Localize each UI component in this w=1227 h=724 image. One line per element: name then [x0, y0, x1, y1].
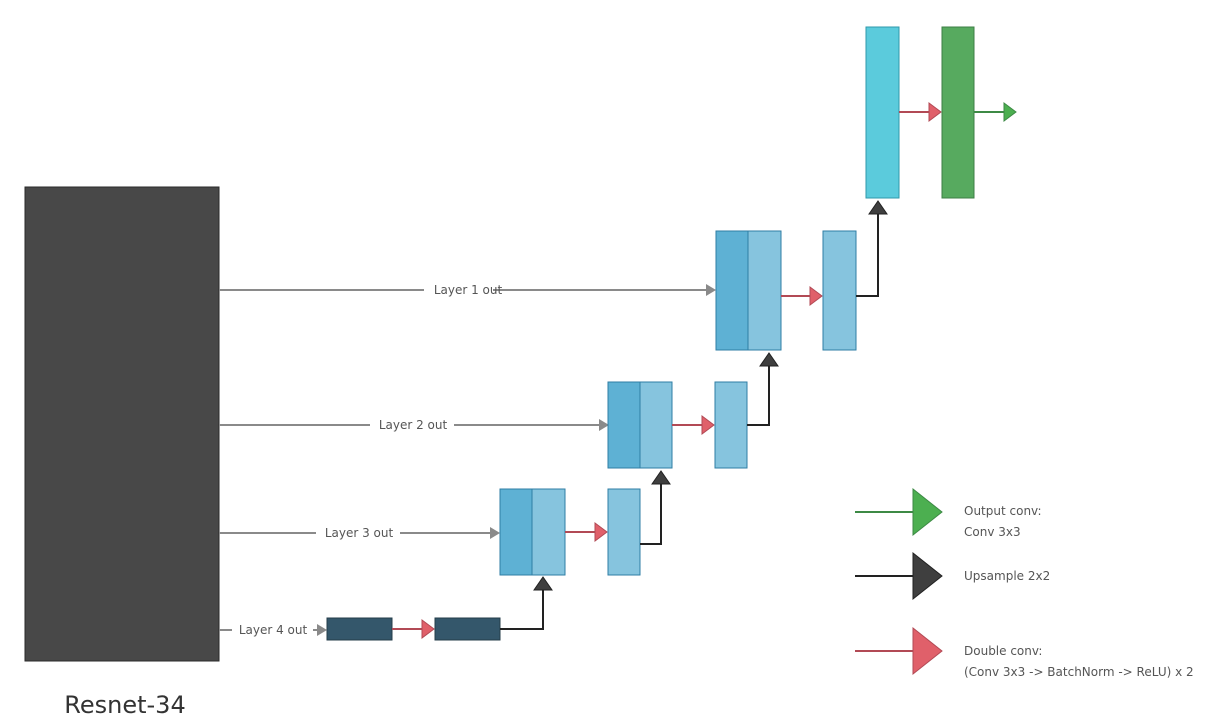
- legend-output-conv-detail: Conv 3x3: [964, 525, 1021, 539]
- bottleneck-block-2: [434, 617, 501, 641]
- legend-double-conv-title: Double conv:: [964, 644, 1042, 658]
- layer-2-connection: Layer 2 out: [219, 418, 609, 432]
- upsampled-block-stage-2: [639, 381, 673, 469]
- arrow-head: [599, 419, 609, 431]
- skip-block-stage-2: [607, 381, 641, 469]
- output-conv-arrow-icon: [912, 487, 943, 537]
- layer-4-connection: Layer 4 out: [219, 623, 327, 637]
- legend-upsample: Upsample 2x2: [855, 551, 1050, 601]
- upsample-arrow-icon: [912, 551, 943, 601]
- layer-2-label: Layer 2 out: [379, 418, 448, 432]
- decoder-block-stage-1: [822, 230, 857, 351]
- upsample-arrow: [747, 352, 779, 426]
- upsampled-block-stage-1: [747, 230, 782, 351]
- bottleneck-block-1: [326, 617, 393, 641]
- double-conv-arrow: [672, 415, 715, 435]
- layer-3-connection: Layer 3 out: [219, 526, 500, 540]
- legend: Output conv: Conv 3x3 Upsample 2x2 Doubl…: [855, 487, 1194, 679]
- arrow-head: [490, 527, 500, 539]
- legend-upsample-title: Upsample 2x2: [964, 569, 1050, 583]
- legend-double-conv-detail: (Conv 3x3 -> BatchNorm -> ReLU) x 2: [964, 665, 1194, 679]
- output-conv-arrow: [974, 102, 1017, 122]
- double-conv-arrow: [781, 286, 823, 306]
- layer-1-connection: Layer 1 out: [219, 283, 716, 297]
- double-conv-arrow: [565, 522, 608, 542]
- upsample-arrow: [500, 576, 553, 630]
- resnet-encoder-block: [24, 186, 220, 662]
- upsampled-block-stage-3: [531, 488, 566, 576]
- double-conv-arrow-icon: [912, 626, 943, 676]
- double-conv-arrow: [899, 102, 942, 122]
- layer-4-label: Layer 4 out: [239, 623, 308, 637]
- final-decoder-block: [865, 26, 900, 199]
- legend-output-conv-title: Output conv:: [964, 504, 1042, 518]
- legend-double-conv: Double conv: (Conv 3x3 -> BatchNorm -> R…: [855, 626, 1194, 679]
- decoder-block-stage-3: [607, 488, 641, 576]
- skip-block-stage-3: [499, 488, 533, 576]
- legend-output-conv: Output conv: Conv 3x3: [855, 487, 1042, 539]
- skip-block-stage-1: [715, 230, 749, 351]
- double-conv-arrow: [392, 619, 435, 639]
- upsample-arrow: [640, 470, 671, 545]
- layer-3-label: Layer 3 out: [325, 526, 394, 540]
- layer-1-label: Layer 1 out: [434, 283, 503, 297]
- output-block: [941, 26, 975, 199]
- arrow-head: [706, 284, 716, 296]
- encoder-label: Resnet-34: [64, 691, 185, 719]
- upsample-arrow: [856, 200, 888, 297]
- decoder-block-stage-2: [714, 381, 748, 469]
- arrow-head: [317, 624, 327, 636]
